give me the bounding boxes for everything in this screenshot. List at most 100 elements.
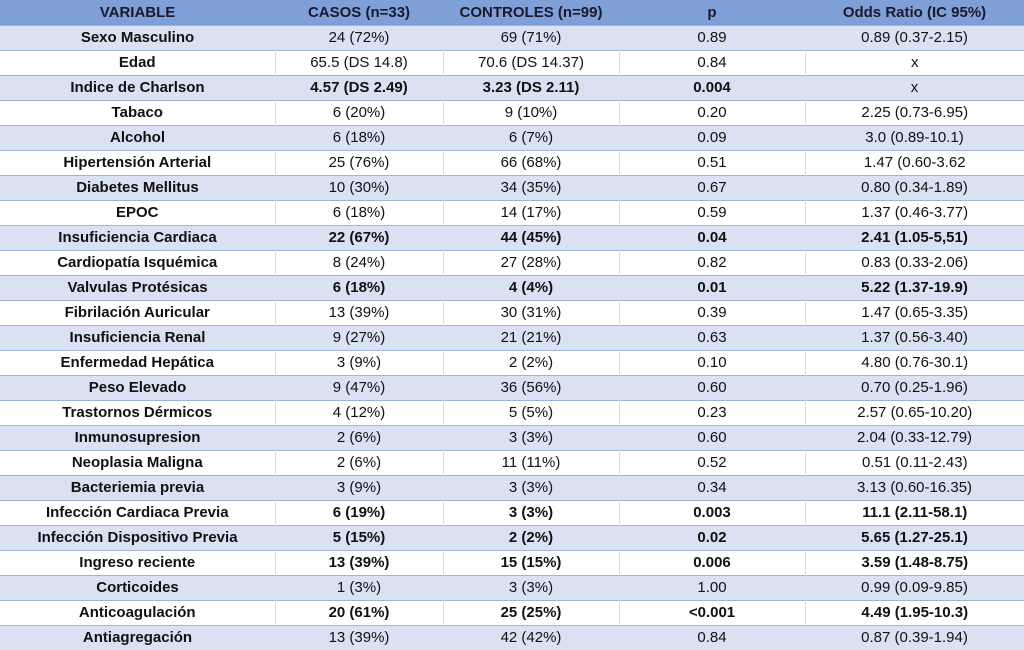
cell-p: <0.001 [619, 601, 805, 626]
cell-or: 0.51 (0.11-2.43) [805, 451, 1024, 476]
cell-controles: 3 (3%) [443, 576, 619, 601]
cell-controles: 34 (35%) [443, 176, 619, 201]
cell-casos: 24 (72%) [275, 26, 443, 51]
cell-variable: Infección Cardiaca Previa [0, 501, 275, 526]
cell-variable: Peso Elevado [0, 376, 275, 401]
header-variable: VARIABLE [0, 0, 275, 26]
cell-p: 0.09 [619, 126, 805, 151]
cell-variable: Valvulas Protésicas [0, 276, 275, 301]
cell-variable: EPOC [0, 201, 275, 226]
cell-variable: Insuficiencia Renal [0, 326, 275, 351]
cell-or: 0.89 (0.37-2.15) [805, 26, 1024, 51]
cell-controles: 66 (68%) [443, 151, 619, 176]
cell-variable: Tabaco [0, 101, 275, 126]
cell-controles: 3.23 (DS 2.11) [443, 76, 619, 101]
cell-controles: 25 (25%) [443, 601, 619, 626]
cell-controles: 27 (28%) [443, 251, 619, 276]
cell-or: 3.59 (1.48-8.75) [805, 551, 1024, 576]
cell-p: 0.89 [619, 26, 805, 51]
cell-controles: 69 (71%) [443, 26, 619, 51]
cell-p: 0.59 [619, 201, 805, 226]
table-header: VARIABLE CASOS (n=33) CONTROLES (n=99) p… [0, 0, 1024, 26]
cell-controles: 5 (5%) [443, 401, 619, 426]
cell-casos: 6 (18%) [275, 201, 443, 226]
cell-casos: 4.57 (DS 2.49) [275, 76, 443, 101]
cell-controles: 9 (10%) [443, 101, 619, 126]
cell-variable: Enfermedad Hepática [0, 351, 275, 376]
cell-p: 0.003 [619, 501, 805, 526]
cell-or: 2.41 (1.05-5,51) [805, 226, 1024, 251]
cell-p: 0.10 [619, 351, 805, 376]
cell-casos: 6 (18%) [275, 276, 443, 301]
header-casos: CASOS (n=33) [275, 0, 443, 26]
cell-controles: 2 (2%) [443, 526, 619, 551]
cell-controles: 36 (56%) [443, 376, 619, 401]
cell-controles: 42 (42%) [443, 626, 619, 650]
cell-controles: 14 (17%) [443, 201, 619, 226]
cell-variable: Sexo Masculino [0, 26, 275, 51]
cell-or: 1.37 (0.56-3.40) [805, 326, 1024, 351]
cell-casos: 13 (39%) [275, 626, 443, 650]
cell-variable: Edad [0, 51, 275, 76]
cell-variable: Bacteriemia previa [0, 476, 275, 501]
cell-or: 3.13 (0.60-16.35) [805, 476, 1024, 501]
cell-p: 0.52 [619, 451, 805, 476]
cell-p: 0.004 [619, 76, 805, 101]
cell-casos: 10 (30%) [275, 176, 443, 201]
cell-p: 0.20 [619, 101, 805, 126]
cell-variable: Cardiopatía Isquémica [0, 251, 275, 276]
cell-casos: 22 (67%) [275, 226, 443, 251]
cell-or: x [805, 51, 1024, 76]
header-controles: CONTROLES (n=99) [443, 0, 619, 26]
cell-controles: 2 (2%) [443, 351, 619, 376]
cell-variable: Trastornos Dérmicos [0, 401, 275, 426]
cell-or: 2.57 (0.65-10.20) [805, 401, 1024, 426]
cell-variable: Infección Dispositivo Previa [0, 526, 275, 551]
cell-casos: 13 (39%) [275, 551, 443, 576]
cell-controles: 4 (4%) [443, 276, 619, 301]
cell-or: 0.83 (0.33-2.06) [805, 251, 1024, 276]
cell-variable: Alcohol [0, 126, 275, 151]
cell-or: 0.80 (0.34-1.89) [805, 176, 1024, 201]
cell-variable: Antiagregación [0, 626, 275, 650]
cell-p: 0.23 [619, 401, 805, 426]
cell-casos: 13 (39%) [275, 301, 443, 326]
cell-variable: Indice de Charlson [0, 76, 275, 101]
cell-controles: 44 (45%) [443, 226, 619, 251]
cell-or: 0.87 (0.39-1.94) [805, 626, 1024, 650]
header-p: p [619, 0, 805, 26]
cell-or: 11.1 (2.11-58.1) [805, 501, 1024, 526]
cell-controles: 11 (11%) [443, 451, 619, 476]
cell-casos: 6 (18%) [275, 126, 443, 151]
cell-p: 0.34 [619, 476, 805, 501]
cell-variable: Hipertensión Arterial [0, 151, 275, 176]
cell-or: 4.49 (1.95-10.3) [805, 601, 1024, 626]
cell-or: 0.99 (0.09-9.85) [805, 576, 1024, 601]
cell-controles: 15 (15%) [443, 551, 619, 576]
cell-casos: 3 (9%) [275, 476, 443, 501]
header-row: VARIABLE CASOS (n=33) CONTROLES (n=99) p… [0, 0, 1024, 26]
cell-or: 2.04 (0.33-12.79) [805, 426, 1024, 451]
cell-p: 0.63 [619, 326, 805, 351]
cell-p: 0.84 [619, 626, 805, 650]
cell-controles: 30 (31%) [443, 301, 619, 326]
cell-variable: Insuficiencia Cardiaca [0, 226, 275, 251]
cell-p: 0.006 [619, 551, 805, 576]
cell-variable: Diabetes Mellitus [0, 176, 275, 201]
